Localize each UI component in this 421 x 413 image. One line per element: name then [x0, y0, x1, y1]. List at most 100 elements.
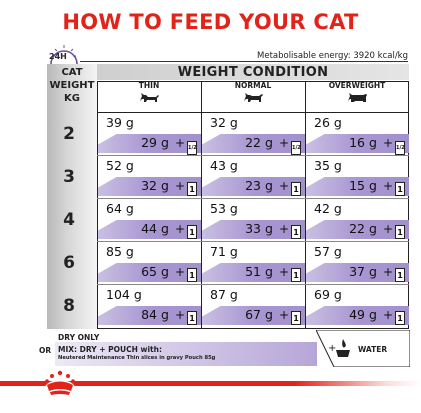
- dry-only-amount: 64 g: [106, 201, 134, 216]
- pouch-icon: 1: [187, 182, 197, 196]
- mix-band: [98, 263, 201, 282]
- mix-band: [306, 134, 409, 153]
- row-divider: [97, 112, 409, 113]
- plus-sign: +: [278, 265, 289, 279]
- weight-column: [47, 64, 97, 329]
- plus-sign: +: [174, 265, 185, 279]
- pouch-icon: 1: [291, 268, 301, 282]
- weight-kg-value: 4: [63, 210, 75, 230]
- crown-logo-icon: [45, 370, 75, 396]
- plus-sign: +: [278, 222, 289, 236]
- mix-dry-amount: 33 g: [245, 221, 273, 236]
- water-box: [316, 330, 410, 367]
- mix-dry-amount: 37 g: [349, 264, 377, 279]
- cat-weight-header: CAT WEIGHT KG: [49, 67, 95, 104]
- mix-dry-amount: 49 g: [349, 307, 377, 322]
- mix-band: [202, 263, 305, 282]
- mix-band: [306, 177, 409, 196]
- dry-only-amount: 85 g: [106, 244, 134, 259]
- col-divider: [305, 81, 306, 329]
- mix-amount: 32 g +1: [101, 178, 197, 196]
- pouch-icon: 1: [395, 311, 405, 325]
- mix-amount: 33 g +1: [205, 221, 301, 239]
- mix-band: [202, 306, 305, 325]
- mix-band: [306, 263, 409, 282]
- energy-label: Metabolisable energy: 3920 kcal/kg: [257, 51, 408, 61]
- energy-rule: [80, 61, 408, 62]
- water-label: WATER: [358, 345, 388, 354]
- plus-sign: +: [174, 136, 185, 150]
- plus-sign: +: [278, 136, 289, 150]
- mix-dry-amount: 23 g: [245, 178, 273, 193]
- mix-amount: 29 g +1/2: [101, 135, 197, 155]
- mix-dry-amount: 84 g: [141, 307, 169, 322]
- plus-sign: +: [278, 179, 289, 193]
- plus-sign: +: [382, 179, 393, 193]
- row-divider: [97, 198, 409, 199]
- plus-sign: +: [382, 222, 393, 236]
- mix-dry-amount: 29 g: [141, 135, 169, 150]
- mix-band: [202, 134, 305, 153]
- pouch-icon: 1/2: [291, 141, 301, 155]
- col-divider: [408, 81, 409, 329]
- pouch-icon: 1: [291, 225, 301, 239]
- pouch-icon: 1: [187, 311, 197, 325]
- dry-only-amount: 57 g: [314, 244, 342, 259]
- plus-sign: +: [382, 265, 393, 279]
- dry-only-amount: 52 g: [106, 158, 134, 173]
- plus-sign: +: [278, 308, 289, 322]
- mix-dry-amount: 32 g: [141, 178, 169, 193]
- page-title: HOW TO FEED YOUR CAT: [62, 10, 359, 34]
- dry-only-amount: 42 g: [314, 201, 342, 216]
- dry-only-amount: 104 g: [106, 287, 142, 302]
- dry-only-amount: 69 g: [314, 287, 342, 302]
- mix-dry-amount: 22 g: [245, 135, 273, 150]
- column-header-normal: NORMAL: [201, 81, 305, 111]
- footer-line: [0, 381, 421, 386]
- clock-24h-icon: [50, 45, 78, 65]
- pouch-icon: 1: [291, 311, 301, 325]
- pouch-icon: 1: [395, 225, 405, 239]
- col-divider: [97, 81, 98, 329]
- mix-amount: 65 g +1: [101, 264, 197, 282]
- mix-band: [98, 220, 201, 239]
- mix-dry-amount: 65 g: [141, 264, 169, 279]
- overweight-cat-icon: [348, 93, 367, 102]
- legend-or: OR: [39, 346, 52, 355]
- mix-band: [202, 177, 305, 196]
- mix-amount: 44 g +1: [101, 221, 197, 239]
- water-bowl-icon: +: [328, 339, 350, 357]
- dry-only-amount: 35 g: [314, 158, 342, 173]
- column-header-overweight: OVERWEIGHT: [305, 81, 409, 111]
- mix-dry-amount: 44 g: [141, 221, 169, 236]
- thin-cat-icon: [140, 93, 159, 102]
- row-divider: [97, 328, 409, 329]
- mix-dry-amount: 51 g: [245, 264, 273, 279]
- mix-amount: 22 g +1: [309, 221, 405, 239]
- mix-amount: 22 g +1/2: [205, 135, 301, 155]
- mix-band: [98, 134, 201, 153]
- dry-only-amount: 32 g: [210, 115, 238, 130]
- mix-amount: 49 g +1: [309, 307, 405, 325]
- weight-condition-header: WEIGHT CONDITION: [177, 65, 329, 80]
- legend-dry-only: DRY ONLY: [58, 333, 100, 342]
- mix-dry-amount: 67 g: [245, 307, 273, 322]
- mix-dry-amount: 15 g: [349, 178, 377, 193]
- mix-amount: 67 g +1: [205, 307, 301, 325]
- mix-band: [98, 306, 201, 325]
- weight-kg-value: 6: [63, 253, 75, 273]
- pouch-icon: 1: [187, 268, 197, 282]
- weight-condition-band: [97, 64, 409, 80]
- mix-band: [202, 220, 305, 239]
- row-divider: [97, 284, 409, 285]
- pouch-icon: 1/2: [187, 141, 197, 155]
- legend-mix: MIX: DRY + POUCH with:: [58, 345, 162, 354]
- row-divider: [97, 155, 409, 156]
- pouch-icon: 1/2: [395, 141, 405, 155]
- row-divider: [97, 241, 409, 242]
- dry-only-amount: 53 g: [210, 201, 238, 216]
- dry-only-amount: 87 g: [210, 287, 238, 302]
- mix-band: [306, 220, 409, 239]
- plus-sign: +: [174, 222, 185, 236]
- plus-sign: +: [174, 179, 185, 193]
